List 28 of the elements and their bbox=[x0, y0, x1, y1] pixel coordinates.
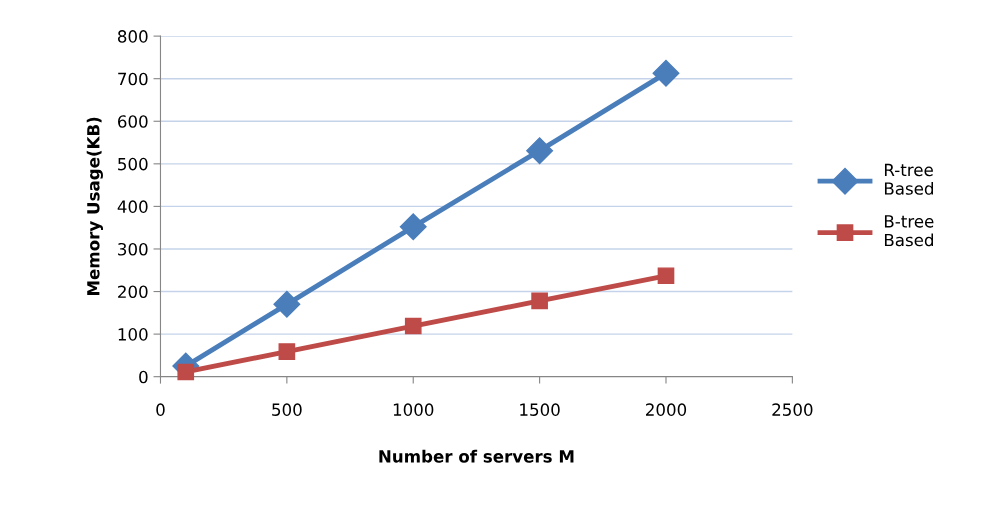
y-tick-label: 700 bbox=[118, 72, 148, 86]
point bbox=[526, 137, 554, 165]
point bbox=[177, 363, 195, 381]
y-axis-title: Memory Usage(KB) bbox=[86, 117, 103, 296]
x-tick-label: 0 bbox=[156, 403, 165, 416]
point bbox=[273, 290, 301, 318]
x-tick-label: 2500 bbox=[772, 403, 813, 416]
point bbox=[278, 343, 296, 360]
y-tick-label: 600 bbox=[118, 115, 148, 128]
y-tick-label: 800 bbox=[117, 30, 148, 43]
x-tick-label: 500 bbox=[272, 403, 302, 416]
point bbox=[404, 317, 422, 335]
legend-label: B-tree Based bbox=[884, 215, 934, 247]
point bbox=[531, 292, 548, 310]
y-tick-label: 200 bbox=[118, 285, 148, 299]
point bbox=[652, 59, 680, 87]
x-tick-label: 2000 bbox=[646, 403, 687, 416]
y-tick-label: 400 bbox=[117, 200, 148, 213]
x-tick-label: 1500 bbox=[520, 403, 560, 416]
legend-label: R-tree Based bbox=[884, 163, 933, 195]
y-tick-label: 100 bbox=[118, 328, 148, 341]
y-tick-label: 0 bbox=[139, 370, 148, 384]
y-tick-label: 500 bbox=[118, 157, 148, 171]
x-tick-label: 1000 bbox=[393, 403, 434, 416]
y-tick-label: 300 bbox=[118, 242, 148, 256]
x-axis-title: Number of servers M bbox=[379, 449, 574, 463]
point bbox=[657, 267, 675, 285]
point bbox=[399, 213, 427, 241]
